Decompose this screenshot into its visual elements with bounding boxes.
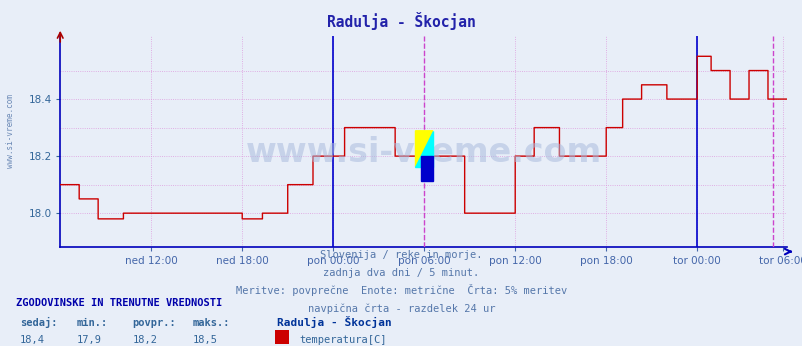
- Text: 18,4: 18,4: [20, 335, 45, 345]
- Text: Radulja - Škocjan: Radulja - Škocjan: [277, 316, 391, 328]
- Text: 18,2: 18,2: [132, 335, 157, 345]
- Text: www.si-vreme.com: www.si-vreme.com: [245, 136, 601, 169]
- Polygon shape: [415, 131, 432, 167]
- Text: 18,5: 18,5: [192, 335, 217, 345]
- Text: Slovenija / reke in morje.: Slovenija / reke in morje.: [320, 250, 482, 260]
- Text: Meritve: povprečne  Enote: metrične  Črta: 5% meritev: Meritve: povprečne Enote: metrične Črta:…: [236, 284, 566, 296]
- Text: temperatura[C]: temperatura[C]: [299, 335, 387, 345]
- Text: min.:: min.:: [76, 318, 107, 328]
- Text: maks.:: maks.:: [192, 318, 230, 328]
- Text: Radulja - Škocjan: Radulja - Škocjan: [326, 12, 476, 30]
- Polygon shape: [420, 156, 432, 181]
- Text: ZGODOVINSKE IN TRENUTNE VREDNOSTI: ZGODOVINSKE IN TRENUTNE VREDNOSTI: [16, 298, 222, 308]
- Text: sedaj:: sedaj:: [20, 317, 58, 328]
- Text: navpična črta - razdelek 24 ur: navpična črta - razdelek 24 ur: [307, 303, 495, 314]
- Text: 17,9: 17,9: [76, 335, 101, 345]
- Polygon shape: [415, 131, 432, 167]
- Text: povpr.:: povpr.:: [132, 318, 176, 328]
- Text: www.si-vreme.com: www.si-vreme.com: [6, 94, 15, 169]
- Text: zadnja dva dni / 5 minut.: zadnja dva dni / 5 minut.: [323, 268, 479, 278]
